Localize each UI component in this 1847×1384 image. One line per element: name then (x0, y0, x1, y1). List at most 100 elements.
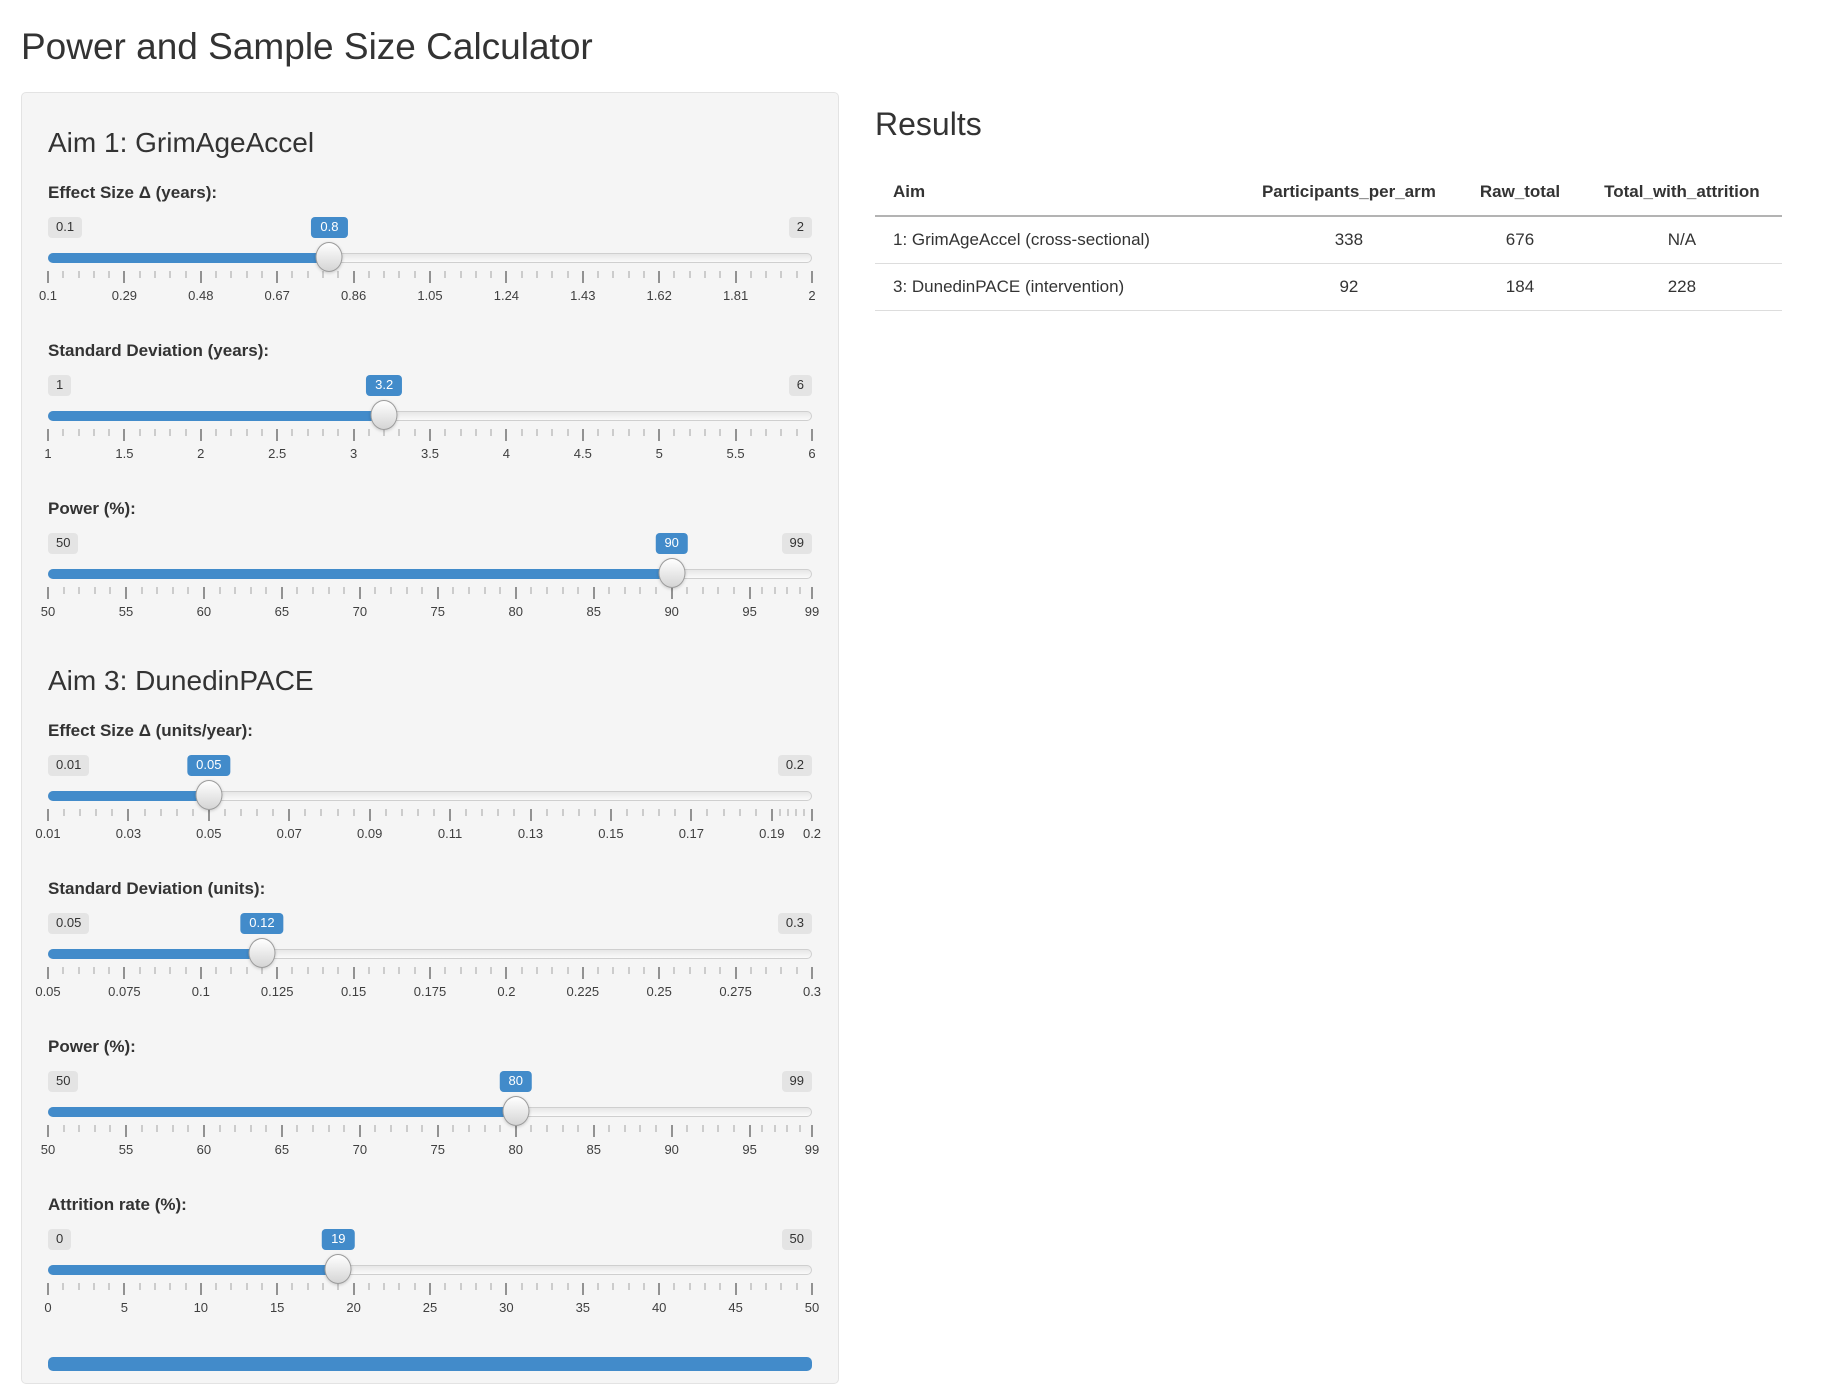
grid-tick-label: 85 (586, 1142, 601, 1157)
grid-tick-minor (452, 1125, 454, 1132)
slider-power-aim3-control[interactable]: 50 99 80 50 55 60 65 70 75 80 85 90 95 99 (41, 1071, 819, 1159)
slider-power-aim3: Power (%): 50 99 80 50 55 60 65 70 75 80 85 90 95 99 (41, 1037, 819, 1159)
grid-tick-minor (475, 429, 477, 436)
grid-tick-major (505, 967, 507, 979)
grid-tick-major (47, 271, 49, 283)
grid-tick-minor (337, 429, 339, 436)
grid-tick-major (505, 1283, 507, 1295)
grid-tick-label: 99 (804, 604, 820, 619)
grid-tick-major (276, 429, 278, 441)
grid-tick-label: 0.125 (260, 984, 294, 999)
slider-grid: 50 55 60 65 70 75 80 85 90 95 99 (41, 587, 819, 621)
grid-tick-minor (719, 1283, 721, 1290)
grid-tick-minor (655, 587, 657, 594)
grid-tick-minor (612, 429, 614, 436)
grid-tick-minor (322, 271, 324, 278)
grid-tick-minor (79, 809, 81, 816)
slider-label: Attrition rate (%): (48, 1195, 187, 1214)
grid-tick-minor (536, 1283, 538, 1290)
grid-tick-major (811, 587, 813, 599)
slider-filled-bar (48, 1107, 516, 1117)
slider-value-badge: 0.8 (311, 217, 348, 238)
slider-label: Power (%): (48, 499, 136, 518)
grid-tick-minor (93, 1283, 95, 1290)
grid-tick-minor (643, 1283, 645, 1290)
slider-handle[interactable] (315, 242, 343, 272)
slider-filled-bar (48, 791, 209, 801)
results-col-header: Total_with_attrition (1582, 169, 1782, 217)
grid-tick-minor (689, 1283, 691, 1290)
slider-value-badge: 90 (655, 533, 688, 554)
partially-visible-blue-bar[interactable] (48, 1357, 812, 1371)
grid-tick-minor (433, 809, 435, 816)
grid-tick-minor (597, 1283, 599, 1290)
grid-tick-minor (551, 1283, 553, 1290)
grid-tick-major (203, 1125, 205, 1137)
slider-handle[interactable] (370, 400, 398, 430)
grid-tick-minor (719, 271, 721, 278)
grid-tick-minor (139, 967, 141, 974)
grid-tick-label: 50 (804, 1300, 820, 1315)
slider-handle[interactable] (248, 938, 276, 968)
slider-handle[interactable] (658, 558, 686, 588)
grid-tick-major (593, 1125, 595, 1137)
slider-effect-size-units-year-control[interactable]: 0.01 0.2 0.05 0.01 0.03 0.05 0.07 0.09 0.11 0.13 0… (35, 755, 821, 843)
slider-power-aim1-control[interactable]: 50 99 90 50 55 60 65 70 75 80 85 90 95 99 (41, 533, 819, 621)
grid-tick-major (749, 1125, 751, 1137)
grid-tick-minor (63, 809, 65, 816)
grid-tick-minor (261, 967, 263, 974)
grid-tick-label: 0.15 (598, 826, 624, 841)
slider-effect-size-years-control[interactable]: 0.1 2 0.8 0.1 0.29 0.48 0.67 0.86 1.05 1.24 1.43 1.… (39, 217, 816, 305)
grid-tick-minor (733, 1125, 735, 1132)
grid-tick-minor (337, 271, 339, 278)
grid-tick-label: 4.5 (573, 446, 592, 461)
grid-tick-label: 95 (742, 1142, 757, 1157)
results-cell: 3: DunedinPACE (intervention) (875, 263, 1240, 311)
grid-tick-minor (490, 967, 492, 974)
grid-tick-minor (154, 967, 156, 974)
results-col-header: Participants_per_arm (1239, 169, 1458, 217)
grid-tick-minor (719, 967, 721, 974)
slider-handle[interactable] (502, 1096, 530, 1126)
slider-sd-years-control[interactable]: 1 6 3.2 1 1.5 2 2.5 3 3.5 4 4.5 5 5.5 6 (44, 375, 816, 463)
grid-tick-major (735, 1283, 737, 1295)
grid-tick-minor (185, 967, 187, 974)
grid-tick-minor (444, 1283, 446, 1290)
grid-tick-label: 0.2 (497, 984, 516, 999)
grid-tick-major (735, 271, 737, 283)
slider-attrition-rate-control[interactable]: 0 50 19 0 5 10 15 20 25 30 35 40 45 50 (44, 1229, 819, 1317)
slider-max-badge: 50 (781, 1229, 812, 1250)
grid-tick-major (429, 1283, 431, 1295)
grid-tick-major (429, 271, 431, 283)
grid-tick-minor (256, 809, 258, 816)
grid-tick-label: 0.3 (802, 984, 822, 999)
grid-tick-minor (786, 587, 788, 594)
grid-tick-minor (499, 587, 501, 594)
grid-tick-minor (414, 271, 416, 278)
slider-handle[interactable] (324, 1254, 352, 1284)
grid-tick-minor (686, 587, 688, 594)
results-header-row: Aim Participants_per_arm Raw_total Total_wi… (875, 169, 1782, 217)
grid-tick-label: 4 (502, 446, 511, 461)
grid-tick-label: 0.275 (719, 984, 752, 999)
grid-tick-minor (139, 271, 141, 278)
grid-tick-major (658, 1283, 660, 1295)
grid-tick-minor (628, 271, 630, 278)
slider-sd-units-control[interactable]: 0.05 0.3 0.12 0.05 0.075 0.1 0.125 0.15 0.175 0.2… (35, 913, 821, 1001)
grid-tick-minor (421, 1125, 423, 1132)
grid-tick-minor (307, 271, 309, 278)
grid-tick-label: 1.43 (570, 288, 596, 303)
slider-handle[interactable] (195, 780, 223, 810)
grid-tick-minor (353, 809, 355, 816)
slider-filled-bar (48, 411, 385, 421)
grid-tick-major (123, 1283, 125, 1295)
slider-value-badge: 0.05 (187, 755, 231, 776)
grid-tick-minor (706, 809, 708, 816)
grid-tick-minor (704, 967, 706, 974)
grid-tick-minor (62, 1283, 64, 1290)
results-col-header: Raw_total (1457, 169, 1583, 217)
grid-tick-major (505, 429, 507, 441)
grid-tick-minor (628, 429, 630, 436)
grid-tick-minor (704, 429, 706, 436)
